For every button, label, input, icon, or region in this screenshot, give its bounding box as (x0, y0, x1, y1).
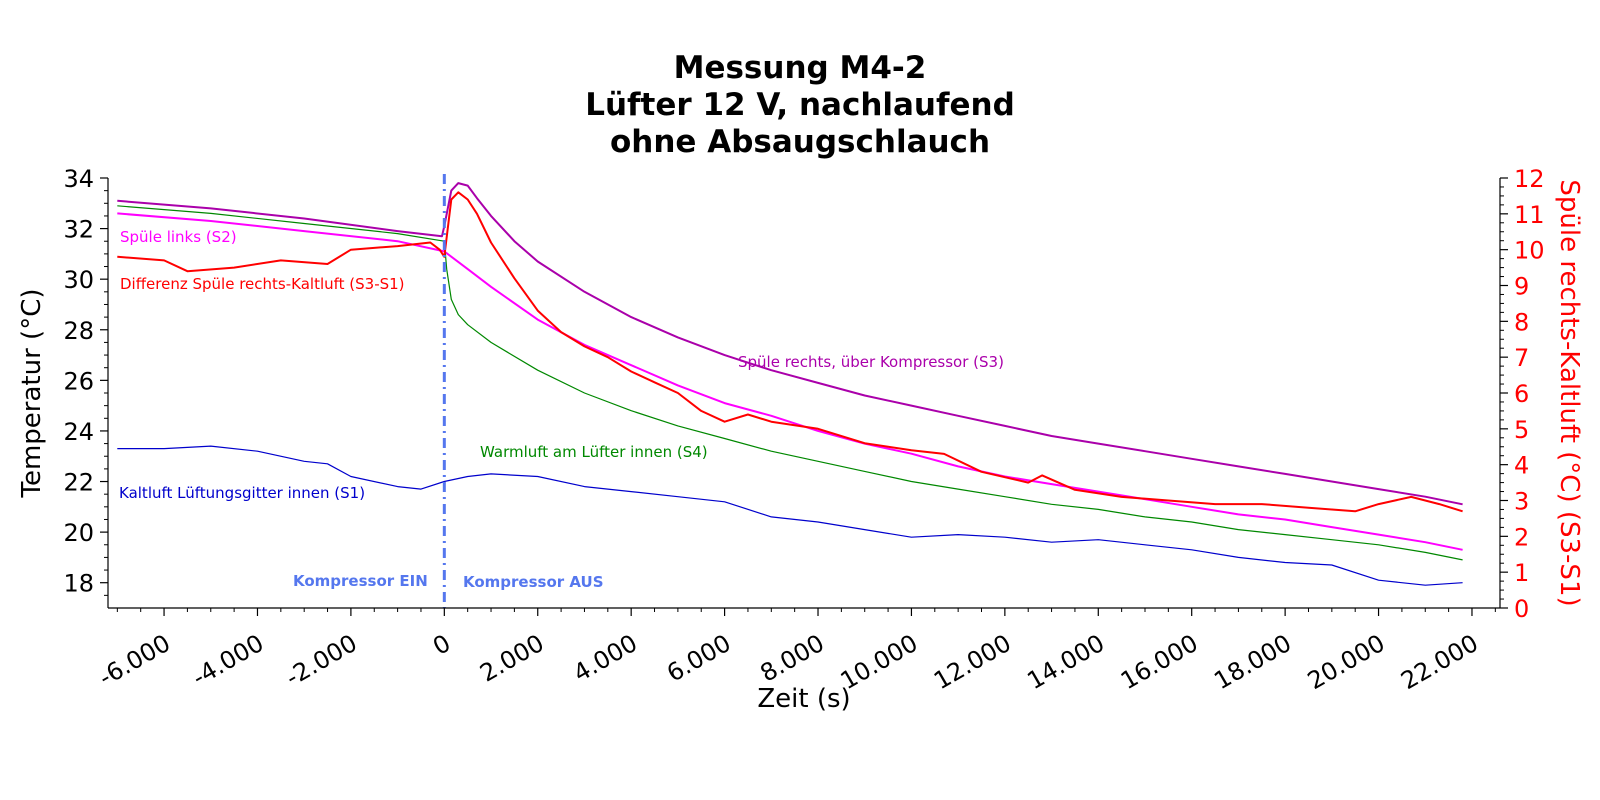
y2-tick-label: 1 (1514, 559, 1529, 587)
plot-area: Spüle links (S2) Differenz Spüle rechts-K… (117, 174, 1463, 608)
y-tick-label: 32 (63, 216, 94, 244)
x-tick-label: 2.000 (475, 629, 549, 688)
y2-tick-label: 10 (1514, 237, 1545, 265)
series-line-2 (117, 212, 1463, 551)
series-line-5 (117, 191, 1463, 513)
y2-tick-label: 6 (1514, 380, 1529, 408)
x-tick-label: 8.000 (756, 629, 830, 688)
x-tick-label: 0 (428, 629, 455, 661)
y-axis-left: 18 20 22 24 26 28 30 32 34 (63, 165, 109, 608)
x-axis: -6.000 -4.000 -2.000 0 2.000 4.000 6.000 8.000 1… (94, 607, 1500, 695)
y2-tick-label: 0 (1514, 595, 1529, 623)
y-tick-label: 18 (63, 570, 94, 598)
x-tick-label: 6.000 (662, 629, 736, 688)
annotation-label: Spüle links (S2) (120, 228, 237, 246)
y2-tick-label: 9 (1514, 273, 1529, 301)
x-tick-label: 14.000 (1023, 629, 1110, 695)
x-tick-label: -4.000 (187, 629, 268, 692)
x-tick-label: -2.000 (281, 629, 362, 692)
chart-title-line-2: Lüfter 12 V, nachlaufend (585, 87, 1015, 123)
x-tick-label: 22.000 (1396, 629, 1483, 695)
y-tick-label: 26 (63, 367, 94, 395)
y-tick-label: 24 (63, 418, 94, 446)
annotation-label: Kaltluft Lüftungsgitter innen (S1) (119, 484, 365, 502)
annotation-label: Spüle rechts, über Kompressor (S3) (738, 353, 1004, 371)
annotation-group: Spüle links (S2) Differenz Spüle rechts-K… (119, 228, 1004, 591)
series-group (117, 182, 1463, 586)
x-tick-label: 4.000 (569, 629, 643, 688)
series-line-3 (117, 205, 1463, 561)
y2-tick-label: 5 (1514, 416, 1529, 444)
annotation-label: Kompressor EIN (293, 572, 428, 590)
y2-tick-label: 3 (1514, 488, 1529, 516)
y-tick-label: 20 (63, 519, 94, 547)
y2-tick-label: 12 (1514, 165, 1545, 193)
series-line-1 (117, 182, 1463, 506)
y2-axis-label: Spüle rechts-Kaltluft (°C) (S3-S1) (1554, 179, 1584, 606)
x-tick-label: -6.000 (94, 629, 175, 692)
y2-tick-label: 11 (1514, 201, 1545, 229)
x-tick-label: 16.000 (1116, 629, 1203, 695)
x-tick-label: 12.000 (929, 629, 1016, 695)
series-line-4 (117, 445, 1463, 586)
x-tick-label: 18.000 (1209, 629, 1296, 695)
x-axis-label: Zeit (s) (757, 684, 850, 714)
x-tick-label: 20.000 (1303, 629, 1390, 695)
y-axis-label: Temperatur (°C) (17, 289, 47, 499)
chart-title-line-3: ohne Absaugschlauch (610, 124, 990, 160)
y2-tick-label: 2 (1514, 523, 1529, 551)
y-tick-label: 30 (63, 266, 94, 294)
y2-tick-label: 4 (1514, 452, 1529, 480)
y2-tick-label: 8 (1514, 308, 1529, 336)
annotation-label: Warmluft am Lüfter innen (S4) (480, 443, 708, 461)
y-tick-label: 34 (63, 165, 94, 193)
y2-tick-label: 7 (1514, 344, 1529, 372)
y-tick-label: 22 (63, 469, 94, 497)
annotation-label: Differenz Spüle rechts-Kaltluft (S3-S1) (120, 275, 405, 293)
chart-title-line-1: Messung M4-2 (674, 50, 927, 86)
annotation-label: Kompressor AUS (463, 573, 604, 591)
y-tick-label: 28 (63, 317, 94, 345)
